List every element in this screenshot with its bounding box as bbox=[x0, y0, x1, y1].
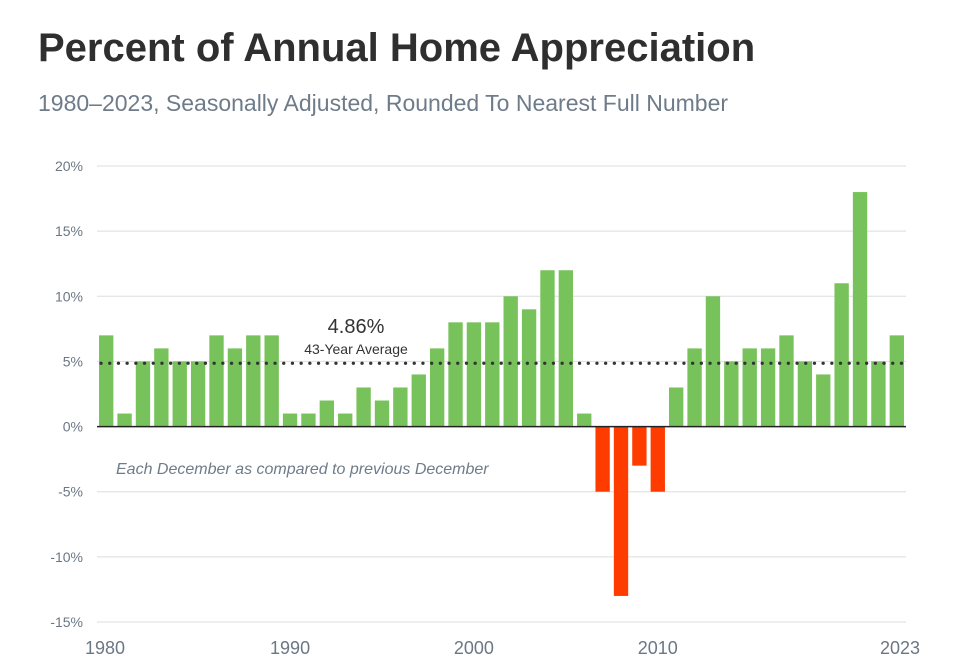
average-value-label: 4.86% bbox=[328, 316, 385, 338]
bar-2017 bbox=[779, 335, 794, 427]
bar-2006 bbox=[577, 413, 592, 427]
bar-1984 bbox=[172, 361, 187, 427]
bar-1996 bbox=[393, 387, 408, 427]
bar-1999 bbox=[448, 322, 463, 427]
bar-2010 bbox=[650, 426, 665, 492]
bar-1987 bbox=[227, 348, 243, 427]
bars bbox=[99, 192, 904, 596]
bar-2021 bbox=[852, 192, 868, 427]
bar-2005 bbox=[558, 270, 574, 427]
bar-2001 bbox=[485, 322, 500, 427]
bar-1997 bbox=[411, 374, 426, 427]
bar-2003 bbox=[521, 309, 537, 427]
bar-2016 bbox=[760, 348, 776, 427]
bar-1989 bbox=[264, 335, 279, 427]
bar-2008 bbox=[613, 426, 629, 596]
y-tick-label: -15% bbox=[50, 614, 83, 630]
average-description-label: 43-Year Average bbox=[304, 341, 408, 357]
bar-2012 bbox=[687, 348, 702, 427]
x-tick-label: 2010 bbox=[638, 638, 678, 658]
bar-2009 bbox=[632, 426, 647, 466]
bar-2007 bbox=[595, 426, 610, 492]
bar-1991 bbox=[301, 413, 316, 427]
bar-2000 bbox=[466, 322, 482, 427]
x-axis-ticks: 1980 1990 2000 2010 2023 bbox=[85, 638, 920, 658]
bar-2004 bbox=[540, 270, 555, 427]
y-tick-label: -10% bbox=[50, 549, 83, 565]
bar-2018 bbox=[797, 361, 813, 427]
x-tick-label: 1980 bbox=[85, 638, 125, 658]
y-tick-label: 5% bbox=[63, 353, 83, 369]
chart-title: Percent of Annual Home Appreciation bbox=[38, 26, 756, 70]
bar-1982 bbox=[135, 361, 151, 427]
y-tick-label: 10% bbox=[55, 288, 83, 304]
x-tick-label: 2000 bbox=[454, 638, 494, 658]
bar-2013 bbox=[705, 296, 721, 427]
bar-1992 bbox=[319, 400, 335, 427]
bar-2022 bbox=[871, 361, 886, 427]
bar-2020 bbox=[834, 283, 849, 427]
bar-1983 bbox=[154, 348, 169, 427]
bar-1988 bbox=[246, 335, 261, 427]
bar-1986 bbox=[209, 335, 224, 427]
bar-2011 bbox=[668, 387, 684, 427]
bar-2023 bbox=[889, 335, 904, 427]
y-tick-label: 0% bbox=[63, 419, 83, 435]
x-tick-label: 2023 bbox=[880, 638, 920, 658]
chart-annotation: Each December as compared to previous De… bbox=[116, 461, 489, 478]
bar-2015 bbox=[742, 348, 757, 427]
bar-2019 bbox=[816, 374, 831, 427]
bar-1998 bbox=[429, 348, 445, 427]
y-axis-ticks: -15% -10% -5% 0% 5% 10% 15% 20% bbox=[50, 158, 83, 630]
y-tick-label: -5% bbox=[58, 484, 83, 500]
y-tick-label: 20% bbox=[55, 158, 83, 174]
bar-1994 bbox=[356, 387, 371, 427]
bar-1995 bbox=[374, 400, 390, 427]
x-tick-label: 1990 bbox=[270, 638, 310, 658]
bar-1990 bbox=[282, 413, 298, 427]
bar-1985 bbox=[190, 361, 206, 427]
bar-1980 bbox=[99, 335, 114, 427]
chart-subtitle: 1980–2023, Seasonally Adjusted, Rounded … bbox=[38, 90, 729, 116]
bar-2002 bbox=[503, 296, 518, 427]
y-tick-label: 15% bbox=[55, 223, 83, 239]
bar-1993 bbox=[338, 413, 353, 427]
bar-1981 bbox=[117, 413, 132, 427]
bar-2014 bbox=[724, 361, 739, 427]
